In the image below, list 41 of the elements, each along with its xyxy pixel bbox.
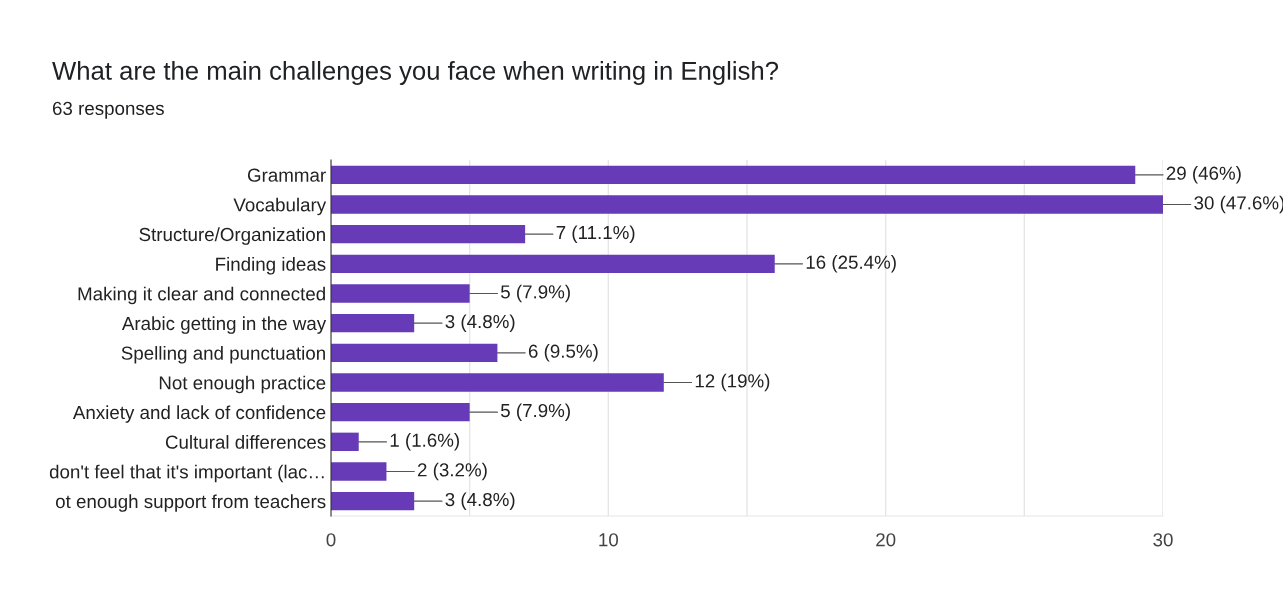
y-tick-label: Making it clear and connected	[78, 286, 325, 305]
y-tick-label: Spelling and punctuation	[121, 346, 325, 364]
bar	[331, 343, 498, 363]
data-label: 6 (9.5%)	[528, 344, 598, 362]
bar	[331, 165, 1136, 185]
y-tick-label: Arabic getting in the way	[121, 316, 327, 334]
bar	[331, 313, 415, 333]
y-tick-label: Anxiety and lack of confidence	[72, 405, 326, 423]
x-tick-label: 20	[876, 533, 896, 547]
data-label: 3 (4.8%)	[445, 314, 515, 332]
bar	[331, 195, 1163, 214]
data-label: 29 (46%)	[1166, 166, 1241, 184]
data-label: 7 (11.1%)	[556, 225, 635, 243]
y-tick-label: Vocabulary	[233, 197, 327, 216]
x-tick-label: 0	[326, 533, 336, 547]
data-label: 1 (1.6%)	[390, 433, 459, 451]
text: 63 responses	[52, 101, 164, 119]
bar	[331, 373, 664, 392]
chart-title: What are the main challenges you face when writing in English?	[52, 61, 779, 85]
y-tick-label: ot enough support from teachers	[55, 494, 326, 512]
data-label: 2 (3.2%)	[417, 462, 487, 481]
bar	[331, 224, 526, 244]
bar	[331, 462, 387, 481]
y-tick-label: don't feel that it's important (lac…	[49, 464, 324, 483]
y-tick-label: Structure/Organization	[139, 227, 325, 245]
data-label: 5 (7.9%)	[500, 284, 570, 303]
x-tick-label: 10	[599, 533, 619, 547]
data-label: 12 (19%)	[695, 373, 770, 392]
data-label: 3 (4.8%)	[445, 492, 515, 510]
bar	[331, 491, 415, 511]
x-tick-label: 30	[1153, 533, 1173, 547]
y-tick-label: Finding ideas	[216, 257, 326, 275]
y-tick-label: Cultural differences	[165, 435, 326, 449]
data-label: 16 (25.4%)	[806, 255, 896, 273]
bar	[331, 432, 359, 452]
bar	[331, 254, 775, 274]
y-tick-label: Not enough practice	[159, 375, 326, 394]
bar	[331, 284, 470, 303]
bar	[331, 402, 470, 422]
y-tick-label: Grammar	[247, 168, 326, 182]
data-label: 5 (7.9%)	[500, 403, 570, 421]
